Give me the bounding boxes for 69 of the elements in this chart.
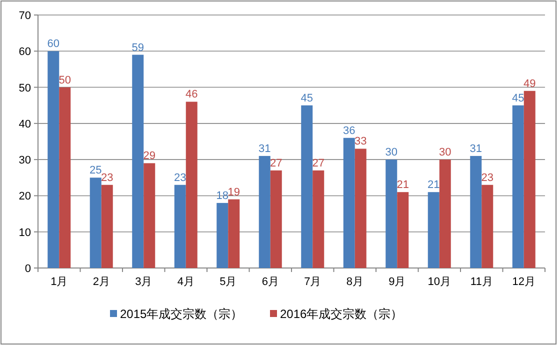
x-tick-label: 11月 (470, 276, 493, 288)
bar (482, 184, 494, 268)
bar (270, 170, 282, 268)
bar (144, 163, 156, 268)
y-tick-label: 40 (18, 118, 31, 130)
data-label: 59 (132, 42, 144, 54)
data-label: 25 (90, 164, 102, 177)
data-label: 21 (396, 179, 409, 192)
x-tick-label: 1月 (50, 276, 68, 288)
y-tick-label: 30 (18, 154, 31, 167)
bar (439, 160, 451, 268)
bar (397, 192, 409, 268)
y-tick-label: 20 (18, 190, 31, 203)
bar (312, 170, 324, 268)
bar (216, 202, 228, 268)
data-label: 36 (343, 124, 356, 137)
x-tick-label: 7月 (304, 276, 322, 288)
x-tick-label: 2月 (92, 276, 110, 288)
bar (343, 138, 355, 268)
y-tick-label: 50 (18, 82, 31, 94)
y-tick-label: 10 (18, 226, 31, 239)
data-label: 23 (481, 172, 494, 184)
bar (258, 156, 270, 268)
bar (132, 54, 144, 268)
data-label: 49 (524, 78, 536, 90)
x-tick-label: 3月 (135, 276, 152, 288)
data-label: 19 (228, 186, 240, 198)
data-label: 31 (470, 142, 482, 155)
data-label: 45 (300, 92, 313, 104)
bar (512, 105, 524, 268)
data-label: 30 (439, 146, 452, 159)
bar (354, 148, 366, 268)
data-label: 33 (354, 136, 367, 148)
x-tick-label: 4月 (177, 276, 194, 288)
x-tick-label: 8月 (346, 276, 364, 288)
x-tick-label: 5月 (220, 276, 237, 288)
bar (59, 87, 71, 268)
bar (90, 178, 102, 268)
bar (386, 160, 398, 268)
x-tick-label: 12月 (512, 276, 536, 288)
y-tick-label: 70 (18, 10, 31, 22)
data-label: 46 (186, 88, 198, 101)
data-label: 30 (385, 146, 398, 159)
bar (524, 90, 536, 268)
data-label: 29 (143, 150, 156, 162)
data-label: 21 (428, 179, 440, 192)
data-label: 23 (174, 172, 186, 184)
x-tick-label: 9月 (388, 276, 406, 288)
bar (174, 184, 186, 268)
bar (301, 105, 313, 268)
data-label: 45 (512, 92, 524, 104)
data-label: 60 (47, 38, 60, 50)
data-label: 27 (270, 157, 282, 170)
legend-label: 2016年成交宗数（宗） (280, 307, 403, 321)
bar (470, 156, 482, 268)
bar (101, 184, 113, 268)
y-tick-label: 0 (24, 263, 31, 275)
y-tick-label: 60 (18, 46, 31, 58)
data-label: 23 (101, 172, 114, 184)
bar (48, 51, 60, 268)
data-label: 31 (258, 142, 271, 155)
x-tick-label: 6月 (262, 276, 279, 288)
legend-label: 2015年成交宗数（宗） (120, 307, 243, 321)
data-label: 50 (58, 74, 71, 86)
data-label: 27 (312, 157, 324, 170)
x-tick-label: 10月 (428, 276, 451, 288)
bar (428, 192, 440, 268)
bar (228, 199, 240, 268)
bar (186, 102, 198, 268)
